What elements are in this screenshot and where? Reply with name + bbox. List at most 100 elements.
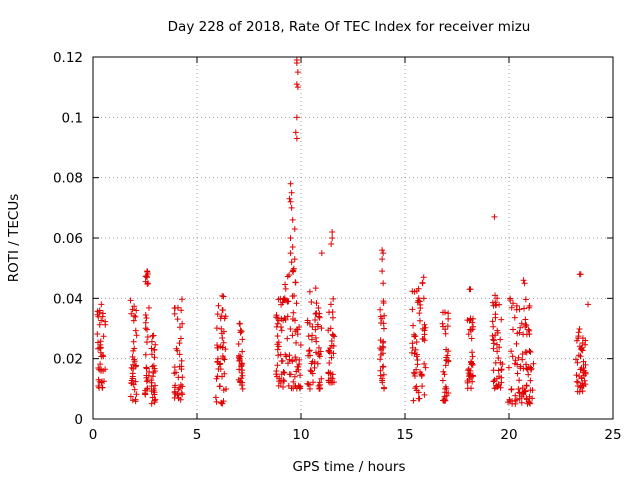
data-point: [491, 385, 498, 392]
data-point: [416, 310, 423, 317]
data-point: [145, 280, 152, 287]
data-point: [239, 367, 246, 374]
data-point: [412, 333, 419, 340]
data-point: [516, 329, 523, 336]
data-point: [510, 326, 517, 333]
data-point: [508, 386, 515, 393]
data-point: [284, 335, 291, 342]
data-point: [149, 333, 156, 340]
data-point: [177, 381, 184, 388]
data-point: [144, 268, 151, 275]
data-point: [291, 373, 298, 380]
data-point: [574, 388, 581, 395]
data-point: [220, 387, 227, 394]
data-point: [293, 368, 300, 375]
data-point: [505, 364, 512, 371]
data-point: [575, 352, 582, 359]
data-point: [239, 385, 246, 392]
data-point: [314, 360, 321, 367]
data-point: [143, 314, 150, 321]
data-point: [102, 321, 109, 328]
data-point: [440, 397, 447, 404]
data-point: [576, 343, 583, 350]
data-point: [219, 292, 226, 299]
data-point: [294, 69, 301, 76]
data-point: [309, 323, 316, 330]
data-point: [505, 399, 512, 406]
data-point: [290, 378, 297, 385]
data-point: [132, 313, 139, 320]
data-point: [379, 363, 386, 370]
data-point: [152, 341, 159, 348]
data-point: [286, 352, 293, 359]
data-point: [287, 198, 294, 205]
data-point: [421, 391, 428, 398]
data-point: [304, 317, 311, 324]
data-point: [464, 379, 471, 386]
data-point: [217, 360, 224, 367]
data-point: [130, 338, 137, 345]
data-point: [421, 327, 428, 334]
data-point: [516, 389, 523, 396]
data-point: [526, 348, 533, 355]
data-point: [220, 339, 227, 346]
data-point: [578, 364, 585, 371]
data-point: [235, 340, 242, 347]
data-point: [421, 360, 428, 367]
data-point: [316, 385, 323, 392]
data-point: [526, 393, 533, 400]
data-point: [129, 306, 136, 313]
data-point: [580, 372, 587, 379]
data-point: [579, 347, 586, 354]
data-point: [289, 332, 296, 339]
y-axis-label: ROTI / TECUs: [6, 194, 22, 282]
data-point: [517, 324, 524, 331]
data-point: [280, 384, 287, 391]
data-point: [490, 345, 497, 352]
data-point: [326, 309, 333, 316]
data-point: [520, 277, 527, 284]
data-point: [379, 379, 386, 386]
data-point: [127, 393, 134, 400]
data-point: [177, 396, 184, 403]
x-tick-label: 15: [396, 427, 413, 443]
data-point: [293, 60, 300, 67]
data-point: [312, 334, 319, 341]
data-point: [442, 326, 449, 333]
data-point: [97, 341, 104, 348]
data-point: [522, 316, 529, 323]
data-point: [522, 361, 529, 368]
data-point: [527, 387, 534, 394]
data-point: [419, 383, 426, 390]
data-point: [142, 311, 149, 318]
data-point: [498, 374, 505, 381]
data-point: [293, 300, 300, 307]
data-point: [578, 346, 585, 353]
data-point: [176, 351, 183, 358]
data-point: [177, 335, 184, 342]
data-point: [419, 280, 426, 287]
data-point: [329, 235, 336, 241]
data-point: [176, 324, 183, 331]
data-point: [465, 331, 472, 338]
data-point: [291, 317, 298, 324]
data-point: [98, 379, 105, 386]
data-point: [469, 315, 476, 322]
data-point: [306, 320, 313, 327]
x-tick-label: 5: [193, 427, 202, 443]
data-point: [573, 337, 580, 344]
data-point: [293, 339, 300, 346]
data-point: [273, 371, 280, 378]
data-point: [288, 189, 295, 196]
data-point: [513, 340, 520, 347]
data-point: [379, 268, 386, 275]
data-point: [417, 301, 424, 308]
data-point: [522, 321, 529, 328]
y-tick-label: 0.04: [53, 291, 83, 307]
data-point: [573, 378, 580, 385]
data-point: [490, 302, 497, 309]
data-point: [315, 313, 322, 320]
y-tick-label: 0.06: [53, 231, 83, 247]
data-point: [127, 297, 134, 304]
data-point: [329, 314, 336, 321]
